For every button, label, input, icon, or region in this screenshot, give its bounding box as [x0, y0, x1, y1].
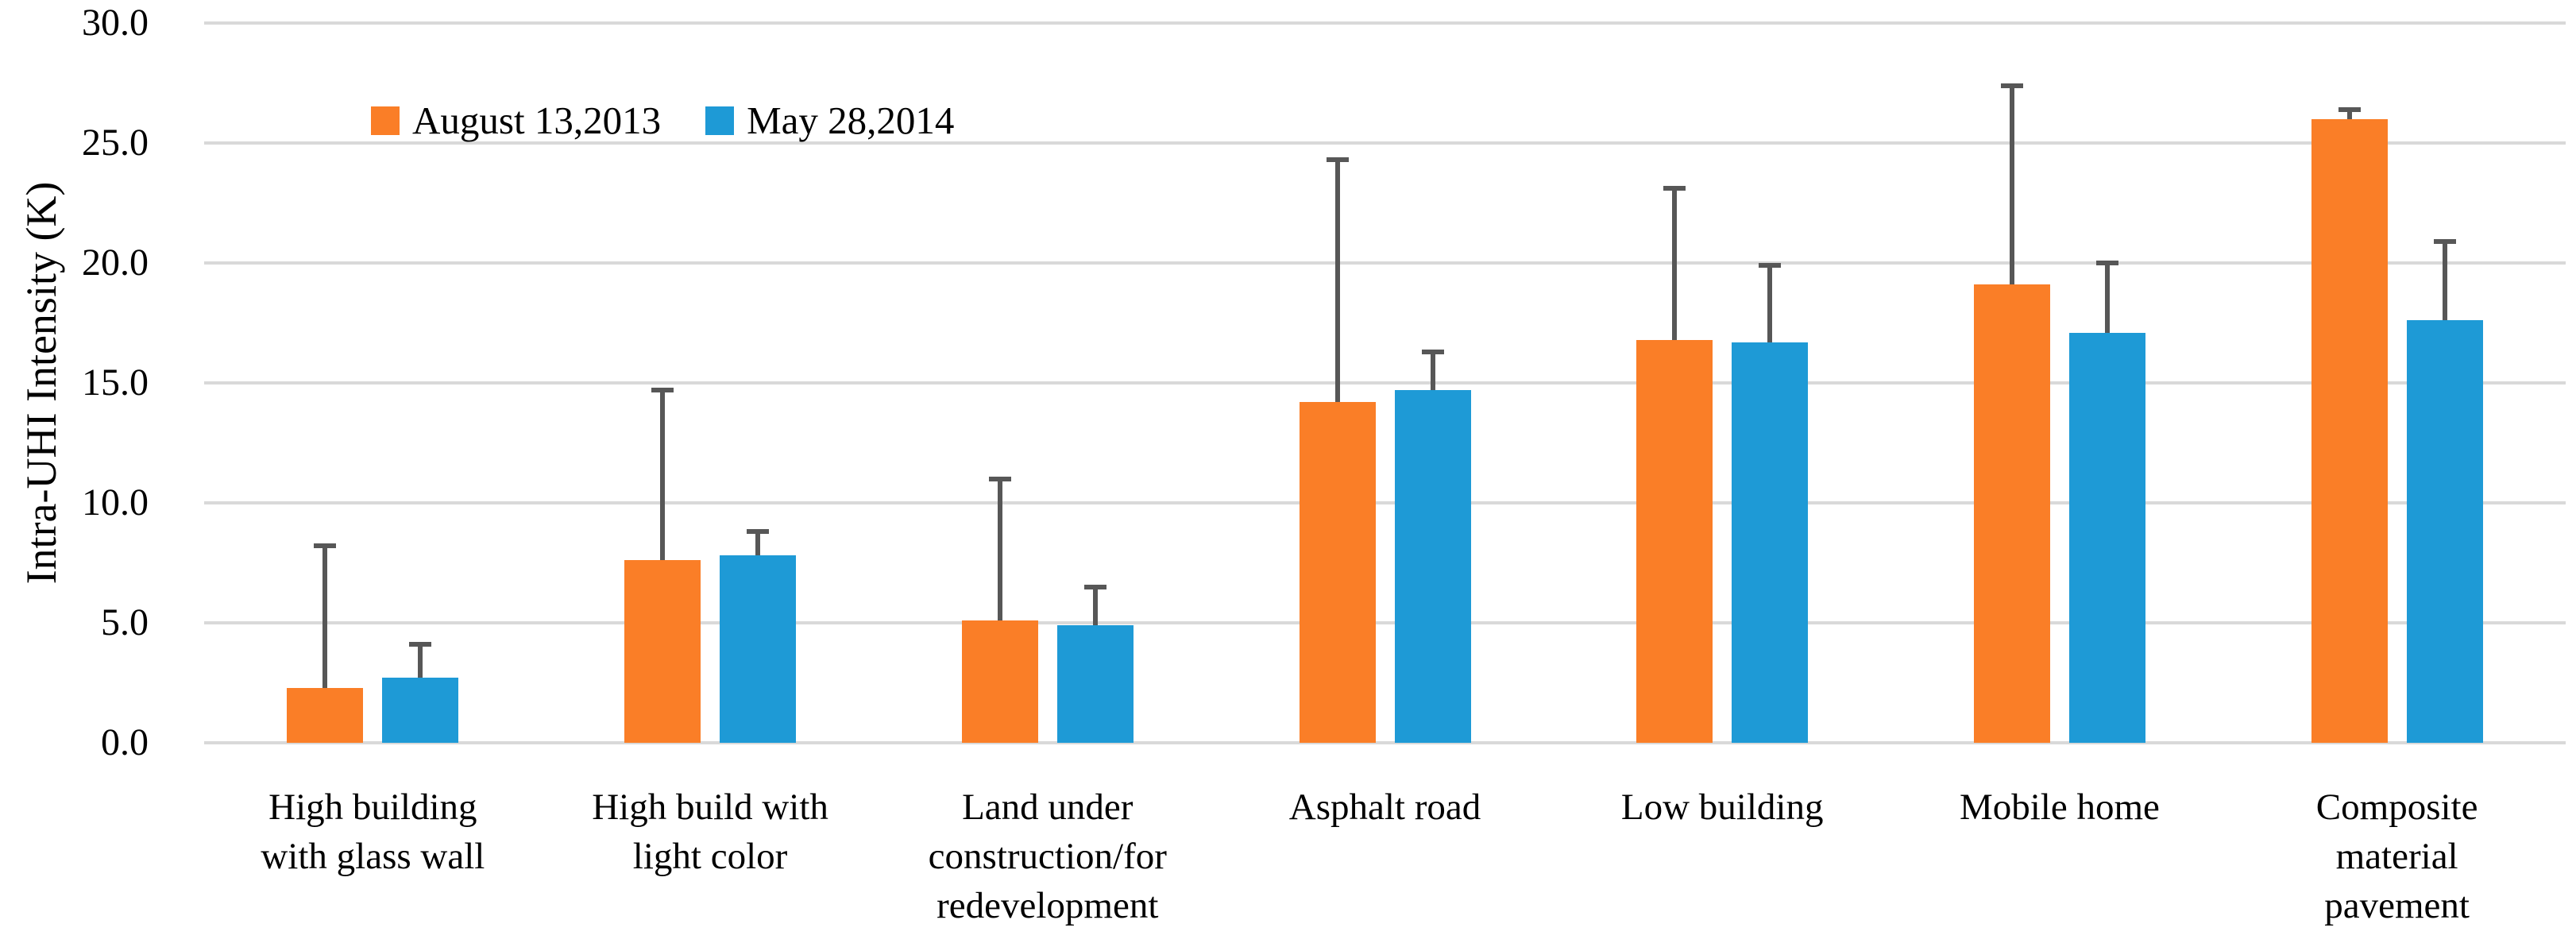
legend-swatch-icon: [705, 106, 735, 135]
error-bar-line: [418, 644, 423, 678]
error-bar-cap: [409, 642, 432, 647]
error-bar-line: [2104, 263, 2110, 333]
bar-series-1: [1299, 402, 1376, 743]
bar-series-1: [287, 687, 364, 743]
y-tick-label: 30.0: [82, 2, 149, 44]
error-bar-line: [2009, 85, 2014, 285]
category-label-line: with glass wall: [261, 836, 485, 877]
category-label: High build with light color: [542, 783, 879, 881]
gridline: [204, 261, 2566, 265]
legend-label: August 13,2013: [412, 99, 662, 142]
category-label: Asphalt road: [1216, 783, 1554, 832]
error-bar-line: [1430, 351, 1435, 391]
bar-series-1: [961, 620, 1038, 743]
error-bar-line: [1334, 160, 1340, 403]
legend-item-1: August 13,2013: [371, 100, 661, 141]
bar-series-1: [2311, 118, 2388, 743]
category-label-line: construction/for: [928, 836, 1167, 877]
error-bar-cap: [747, 529, 770, 535]
legend: August 13,2013 May 28,2014: [371, 100, 954, 141]
category-label: Land under construction/for redevelopment: [879, 783, 1216, 930]
error-bar-line: [1672, 188, 1678, 340]
error-bar-cap: [314, 543, 337, 549]
gridline: [204, 21, 2566, 25]
gridline: [204, 741, 2566, 744]
category-label: Composite material pavement: [2228, 783, 2566, 930]
y-tick-label: 25.0: [82, 122, 149, 164]
error-bar-line: [1767, 265, 1773, 342]
error-bar-line: [1092, 586, 1098, 625]
legend-label: May 28,2014: [747, 99, 955, 142]
bar-series-2: [720, 555, 797, 743]
category-label-line: redevelopment: [937, 885, 1159, 926]
error-bar-line: [2346, 109, 2352, 119]
error-bar-cap: [651, 388, 674, 393]
error-bar-cap: [1083, 584, 1106, 589]
bar-series-2: [2406, 320, 2483, 743]
error-bar-cap: [1326, 157, 1349, 163]
y-tick-label: 0.0: [101, 721, 149, 763]
category-label-line: Mobile home: [1959, 786, 2160, 828]
gridline: [204, 501, 2566, 504]
error-bar-line: [2442, 241, 2447, 321]
bar-series-2: [1394, 390, 1471, 743]
category-label: Low building: [1554, 783, 1891, 832]
category-label-line: material: [2335, 836, 2458, 877]
category-label-line: Land under: [962, 786, 1134, 828]
category-label-line: High build with: [592, 786, 828, 828]
bar-series-2: [2068, 332, 2145, 743]
bar-series-1: [1973, 284, 2050, 743]
error-bar-cap: [1759, 263, 1782, 269]
error-bar-cap: [988, 476, 1011, 481]
category-label-line: pavement: [2324, 885, 2470, 926]
error-bar-cap: [1663, 186, 1686, 191]
error-bar-cap: [2433, 238, 2456, 244]
y-tick-label: 15.0: [82, 361, 149, 404]
category-label: High building with glass wall: [204, 783, 542, 881]
category-label-line: Composite: [2315, 786, 2478, 828]
error-bar-line: [322, 546, 328, 688]
gridline: [204, 621, 2566, 624]
bar-series-2: [1732, 342, 1809, 743]
error-bar-cap: [2095, 261, 2118, 265]
bar-series-1: [1636, 339, 1713, 743]
error-bar-cap: [2000, 83, 2023, 88]
error-bar-line: [997, 478, 1002, 620]
category-label-line: light color: [632, 836, 788, 877]
bar-series-1: [624, 560, 701, 743]
category-label-line: High building: [268, 786, 477, 828]
y-tick-label: 10.0: [82, 481, 149, 524]
y-tick-label: 5.0: [101, 601, 149, 643]
bar-series-2: [1056, 625, 1134, 743]
y-tick-label: 20.0: [82, 242, 149, 284]
gridline: [204, 381, 2566, 385]
legend-swatch-icon: [371, 106, 400, 135]
bar-series-2: [382, 678, 459, 743]
error-bar-cap: [1421, 349, 1444, 354]
error-bar-line: [660, 390, 666, 561]
category-label: Mobile home: [1891, 783, 2229, 832]
gridline: [204, 141, 2566, 145]
category-label-line: Low building: [1620, 786, 1824, 828]
error-bar-cap: [2338, 106, 2361, 112]
error-bar-line: [755, 531, 761, 556]
category-label-line: Asphalt road: [1288, 786, 1481, 828]
legend-item-2: May 28,2014: [705, 100, 954, 141]
